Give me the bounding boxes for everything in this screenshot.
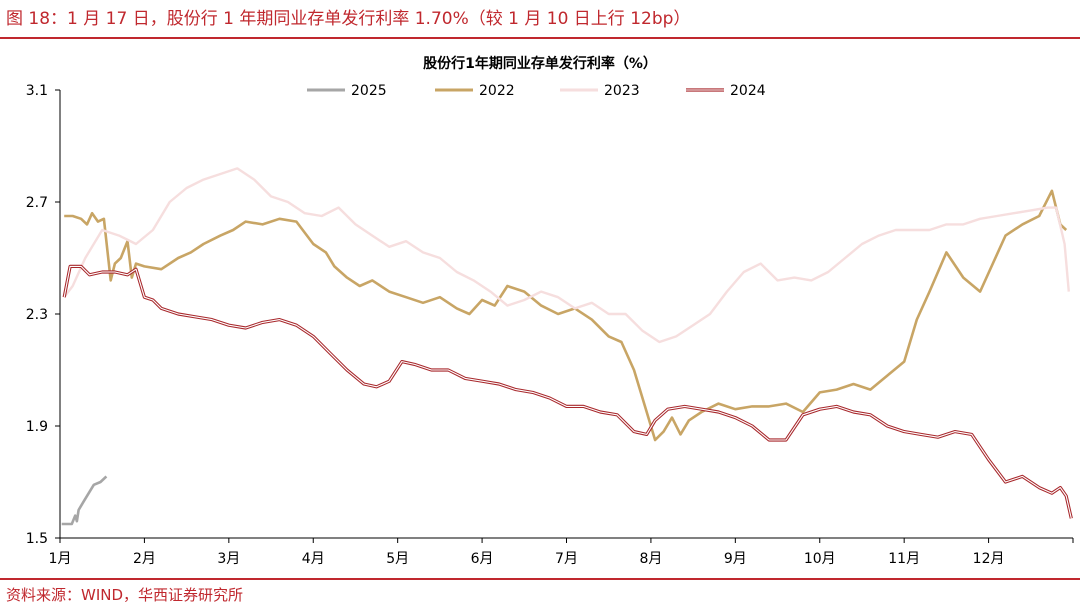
figure-title: 图 18：1 月 17 日，股份行 1 年期同业存单发行利率 1.70%（较 1…	[6, 9, 691, 29]
series-line-2025	[61, 475, 108, 526]
series-line-inner-2024	[63, 265, 1072, 519]
series-2023	[63, 167, 1070, 344]
legend-label: 2022	[479, 83, 515, 99]
legend-label: 2025	[351, 83, 387, 99]
line-chart: 股份行1年期同业存单发行利率（%） 2025 2022 2023 2024 3.1 2.…	[26, 55, 1074, 567]
series-2025	[61, 475, 108, 526]
legend-item-2025: 2025	[307, 83, 387, 99]
x-tick-label: 1月	[49, 551, 72, 567]
x-tick-label: 10月	[804, 551, 836, 567]
legend-label: 2023	[604, 83, 640, 99]
y-tick-label: 2.3	[26, 307, 48, 323]
series-2022	[64, 189, 1068, 442]
legend-item-2022: 2022	[435, 83, 515, 99]
legend-item-2024: 2024	[686, 83, 766, 99]
legend: 2025 2022 2023 2024	[307, 83, 766, 99]
axes: 3.1 2.7 2.3 1.9 1.51月 2月 3月 4月 5月 6月 7月 8月 9月 10月 11月 1…	[26, 83, 1074, 567]
top-rule	[0, 37, 1080, 39]
y-tick-label: 1.9	[26, 419, 48, 435]
series-line-2022	[64, 189, 1068, 442]
x-tick-label: 8月	[639, 551, 662, 567]
legend-item-2023: 2023	[560, 83, 640, 99]
y-tick-label: 1.5	[26, 531, 48, 547]
bottom-rule	[0, 578, 1080, 580]
chart-title: 股份行1年期同业存单发行利率（%）	[423, 55, 657, 72]
x-tick-label: 2月	[133, 551, 156, 567]
series-2024	[62, 264, 1073, 519]
series-line-2023	[63, 167, 1070, 344]
y-tick-label: 2.7	[26, 195, 48, 211]
x-tick-label: 5月	[386, 551, 409, 567]
x-tick-label: 4月	[302, 551, 325, 567]
legend-label: 2024	[730, 83, 766, 99]
x-tick-label: 6月	[471, 551, 494, 567]
x-tick-label: 7月	[555, 551, 578, 567]
series-layer	[61, 167, 1073, 526]
x-tick-label: 9月	[724, 551, 747, 567]
x-tick-label: 12月	[973, 551, 1005, 567]
y-tick-label: 3.1	[26, 83, 48, 99]
x-tick-label: 11月	[888, 551, 920, 567]
x-tick-label: 3月	[217, 551, 240, 567]
source-note: 资料来源：WIND，华西证券研究所	[6, 586, 244, 604]
